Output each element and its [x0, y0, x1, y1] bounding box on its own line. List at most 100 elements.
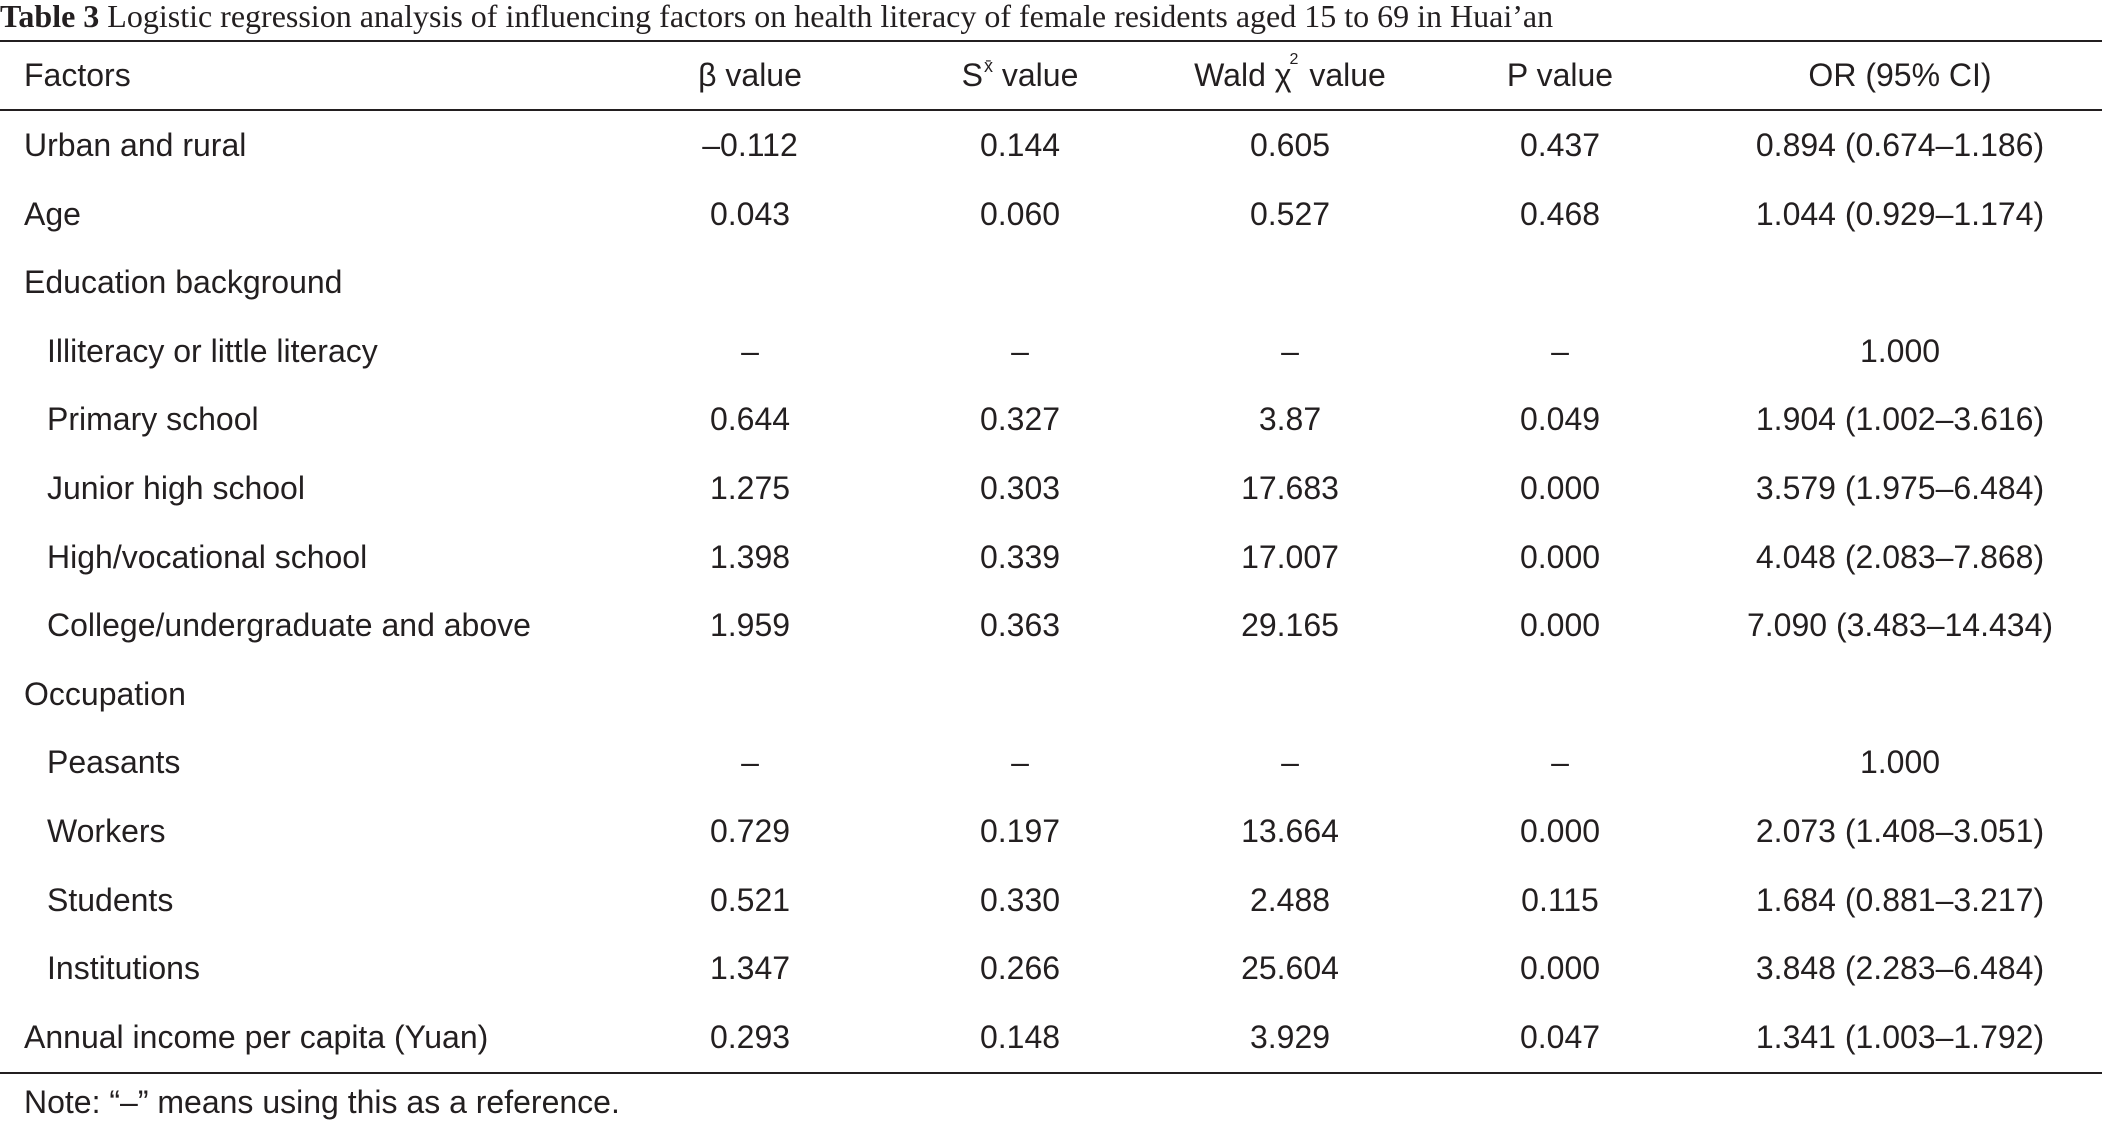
cell-wald: 0.527 — [1249, 195, 1331, 232]
cell-factor: Workers — [47, 813, 166, 849]
cell-se: 0.148 — [979, 1018, 1061, 1055]
header-beta: β value — [698, 57, 802, 93]
table-row: Annual income per capita (Yuan) 0.293 0.14… — [0, 1003, 2102, 1072]
cell-wald: – — [1281, 744, 1299, 781]
cell-beta: – — [741, 332, 759, 369]
cell-p — [1450, 660, 1670, 729]
cell-or: 3.848 (2.283–6.484) — [1755, 950, 2045, 987]
cell-or: 1.684 (0.881–3.217) — [1755, 881, 2045, 918]
cell-or: 2.073 (1.408–3.051) — [1755, 813, 2045, 849]
cell-or: 0.894 (0.674–1.186) — [1755, 127, 2045, 163]
cell-beta: 1.275 — [709, 470, 791, 506]
cell-wald: 17.683 — [1241, 470, 1339, 506]
cell-wald: 13.664 — [1241, 813, 1339, 849]
table-caption-text: Logistic regression analysis of influenc… — [107, 0, 1554, 34]
table-caption: Table 3 Logistic regression analysis of … — [0, 0, 1553, 40]
header-wald-rest: value — [1300, 57, 1386, 93]
cell-beta: – — [741, 744, 759, 781]
table-bottom-rule — [0, 1072, 2102, 1074]
table-note: Note: “–” means using this as a referenc… — [24, 1084, 620, 1120]
cell-se: 0.266 — [979, 950, 1061, 987]
cell-beta — [640, 248, 860, 317]
cell-factor: Institutions — [47, 950, 200, 987]
table-row: Peasants – – – – 1.000 — [0, 728, 2102, 797]
table-row: Age 0.043 0.060 0.527 0.468 1.044 (0.929–1.17… — [0, 180, 2102, 249]
cell-se: 0.339 — [979, 538, 1061, 575]
cell-factor: Education background — [24, 264, 343, 301]
cell-p: 0.000 — [1519, 538, 1601, 575]
cell-beta: 1.398 — [709, 538, 791, 575]
cell-beta: 1.347 — [709, 950, 791, 987]
cell-factor: Students — [47, 881, 174, 918]
table-row: Illiteracy or little literacy – – – – 1.000 — [0, 317, 2102, 386]
cell-beta: 0.043 — [709, 195, 791, 232]
cell-se: 0.144 — [979, 127, 1061, 163]
header-p: P value — [1506, 57, 1614, 93]
cell-factor: Occupation — [24, 675, 186, 712]
table-row: Workers 0.729 0.197 13.664 0.000 2.073 (1.408… — [0, 797, 2102, 866]
cell-se — [910, 660, 1130, 729]
header-factors: Factors — [24, 57, 131, 93]
header-or: OR (95% CI) — [1808, 57, 1992, 93]
cell-or: 4.048 (2.083–7.868) — [1755, 538, 2045, 575]
cell-or: 3.579 (1.975–6.484) — [1755, 470, 2045, 506]
cell-p: – — [1551, 332, 1569, 369]
table-row: Education background — [0, 248, 2102, 317]
cell-wald: 17.007 — [1241, 538, 1339, 575]
cell-or: 1.000 — [1859, 744, 1941, 781]
cell-factor: Primary school — [47, 401, 259, 438]
cell-beta: –0.112 — [702, 127, 798, 163]
cell-se: 0.330 — [979, 881, 1061, 918]
cell-se: – — [1011, 744, 1029, 781]
cell-or: 1.904 (1.002–3.616) — [1755, 401, 2045, 438]
cell-p: 0.115 — [1521, 881, 1599, 918]
cell-beta: 1.959 — [709, 607, 791, 644]
cell-wald: 2.488 — [1249, 881, 1331, 918]
cell-factor: Illiteracy or little literacy — [47, 332, 378, 369]
cell-p: 0.047 — [1519, 1018, 1601, 1055]
cell-p: 0.437 — [1519, 127, 1601, 163]
table-row: Institutions 1.347 0.266 25.604 0.000 3.848 (… — [0, 934, 2102, 1003]
cell-wald: 25.604 — [1241, 950, 1339, 987]
cell-or — [1720, 248, 2080, 317]
cell-factor: Urban and rural — [24, 127, 247, 163]
cell-p: – — [1551, 744, 1569, 781]
cell-factor: College/undergraduate and above — [47, 607, 531, 644]
cell-or: 1.044 (0.929–1.174) — [1755, 195, 2045, 232]
cell-se: 0.327 — [979, 401, 1061, 438]
table-row: Urban and rural –0.112 0.144 0.605 0.437 0.89… — [0, 111, 2102, 180]
cell-wald: 29.165 — [1241, 607, 1339, 644]
cell-or: 1.000 — [1859, 332, 1941, 369]
cell-wald — [1180, 248, 1400, 317]
header-wald-base: Wald χ — [1194, 57, 1292, 93]
cell-p: 0.049 — [1519, 401, 1601, 438]
cell-or: 1.341 (1.003–1.792) — [1755, 1018, 2045, 1055]
cell-se: 0.197 — [979, 813, 1061, 849]
table-caption-label: Table 3 — [0, 0, 100, 34]
header-se-base: S — [961, 57, 983, 93]
cell-se: 0.303 — [979, 470, 1061, 506]
table-header-row: Factors β value Sx̄ value Wald χ2 value … — [0, 42, 2102, 111]
table-header-rule — [0, 109, 2102, 111]
cell-wald: 3.929 — [1249, 1018, 1331, 1055]
table-row: Students 0.521 0.330 2.488 0.115 1.684 (0.881… — [0, 866, 2102, 935]
cell-beta: 0.644 — [709, 401, 791, 438]
cell-or — [1720, 660, 2080, 729]
cell-or: 7.090 (3.483–14.434) — [1746, 607, 2054, 644]
cell-se: – — [1011, 332, 1029, 369]
table-row: Primary school 0.644 0.327 3.87 0.049 1.904 (… — [0, 385, 2102, 454]
table-row: Junior high school 1.275 0.303 17.683 0.000 3… — [0, 454, 2102, 523]
cell-se: 0.363 — [979, 607, 1061, 644]
header-se: Sx̄ value — [910, 42, 1130, 111]
cell-p: 0.000 — [1519, 470, 1601, 506]
cell-se — [910, 248, 1130, 317]
header-se-rest: value — [992, 57, 1079, 93]
cell-p: 0.000 — [1519, 607, 1601, 644]
header-se-superscript: x̄ — [983, 56, 993, 76]
header-wald-superscript: 2 — [1289, 51, 1299, 68]
cell-wald: – — [1281, 332, 1299, 369]
cell-beta: 0.521 — [709, 881, 791, 918]
cell-wald: 0.605 — [1249, 127, 1331, 163]
header-wald: Wald χ2 value — [1180, 42, 1400, 111]
